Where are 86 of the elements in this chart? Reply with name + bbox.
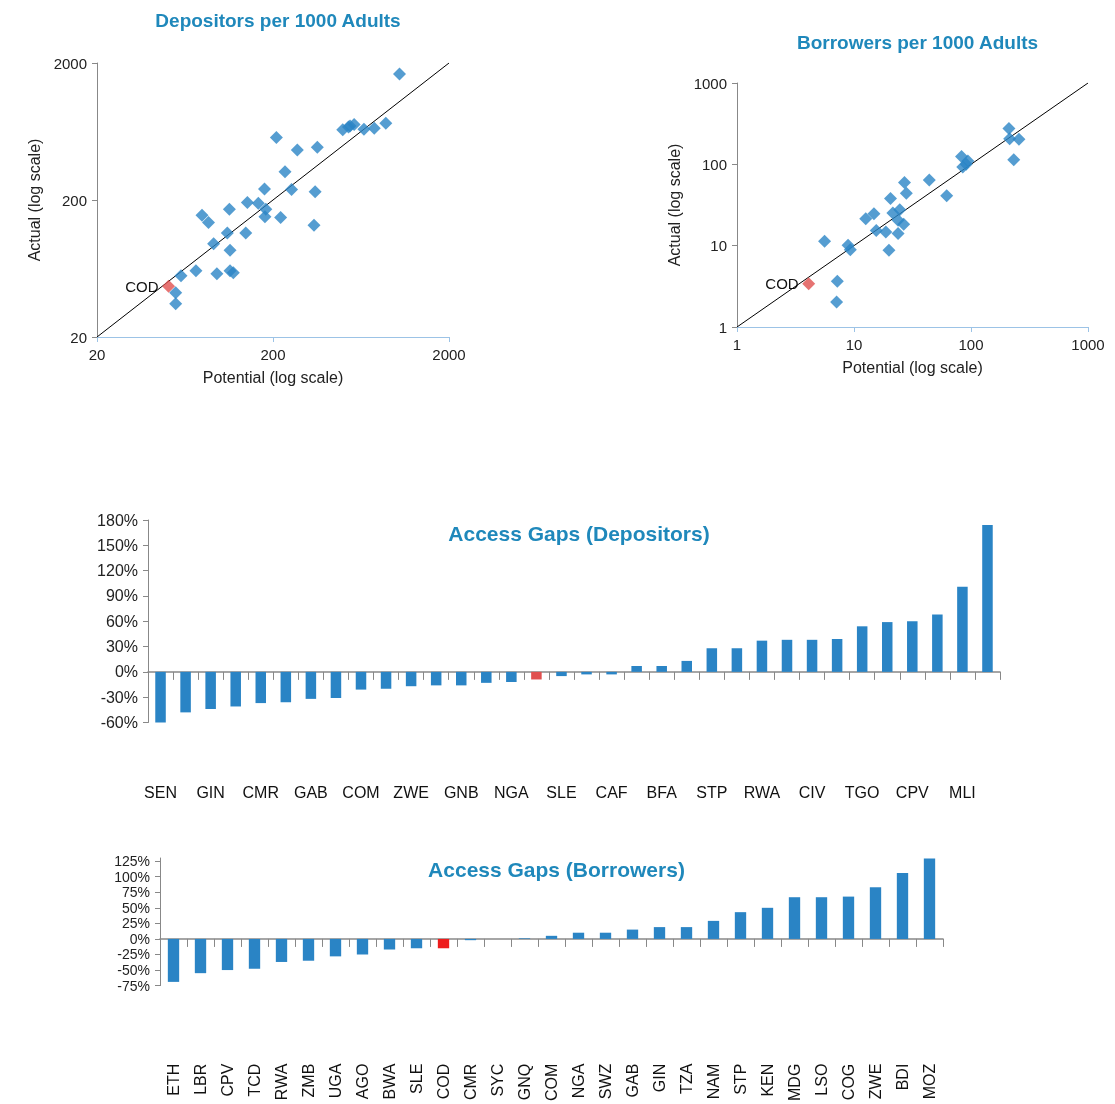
- y-tick-label: 1: [718, 318, 727, 336]
- x-tick-label: NGA: [570, 1063, 587, 1099]
- x-tick-label: SWZ: [597, 1063, 614, 1100]
- y-tick-label: 50%: [121, 899, 150, 916]
- x-tick-label: LSO: [813, 1063, 830, 1096]
- x-tick-label: GNB: [443, 783, 479, 801]
- x-tick-label: BWA: [381, 1063, 398, 1100]
- x-axis-title: Potential (log scale): [202, 368, 344, 386]
- x-tick-label: SLE: [408, 1063, 425, 1094]
- chart-title: Access Gaps (Depositors): [448, 522, 710, 545]
- x-tick-label: CMR: [462, 1063, 479, 1101]
- x-tick-label: BFA: [646, 783, 678, 801]
- x-tick-label: ZMB: [300, 1063, 317, 1098]
- x-tick-label: 10: [845, 336, 863, 353]
- x-tick-label: TGO: [844, 783, 880, 801]
- y-tick-label: 125%: [114, 853, 150, 870]
- x-tick-label: COG: [840, 1063, 857, 1101]
- y-tick-label: 30%: [105, 638, 138, 656]
- y-tick-label: 25%: [121, 915, 150, 932]
- y-tick-label: 120%: [97, 562, 138, 580]
- chart-title: Borrowers per 1000 Adults: [796, 32, 1039, 53]
- annotation: COD: [125, 277, 159, 295]
- y-tick-label: -60%: [100, 714, 138, 731]
- x-tick-label: CIV: [798, 783, 826, 801]
- x-tick-label: ZWE: [393, 783, 429, 801]
- x-tick-label: SYC: [489, 1063, 506, 1097]
- y-tick-label: 0%: [129, 930, 150, 947]
- x-tick-label: CMR: [242, 783, 279, 801]
- x-tick-label: GAB: [293, 783, 328, 801]
- x-axis-title: Potential (log scale): [842, 358, 983, 376]
- x-tick-label: 2000: [432, 346, 466, 363]
- x-tick-label: RWA: [273, 1063, 290, 1101]
- x-tick-label: SLE: [546, 783, 577, 801]
- y-tick-label: -75%: [117, 977, 150, 994]
- x-tick-label: CPV: [219, 1063, 236, 1097]
- y-tick-label: 100%: [114, 868, 150, 885]
- y-axis-title: Actual (log scale): [666, 143, 684, 267]
- y-tick-label: 90%: [105, 587, 138, 605]
- y-tick-label: 60%: [105, 612, 138, 630]
- x-tick-label: MDG: [786, 1063, 803, 1101]
- x-tick-label: COM: [543, 1063, 560, 1101]
- y-tick-label: 10: [710, 237, 727, 255]
- x-tick-label: STP: [696, 783, 728, 801]
- x-tick-label: STP: [732, 1063, 749, 1095]
- x-tick-label: UGA: [327, 1063, 344, 1099]
- x-tick-label: MLI: [949, 783, 976, 801]
- x-tick-label: TZA: [678, 1063, 695, 1094]
- x-tick-label: GIN: [651, 1063, 668, 1093]
- x-tick-label: KEN: [759, 1063, 776, 1097]
- x-tick-label: RWA: [743, 783, 781, 801]
- x-tick-label: 200: [260, 346, 286, 363]
- y-axis-title: Actual (log scale): [26, 138, 44, 262]
- x-tick-label: SEN: [144, 783, 177, 801]
- y-tick-label: 1000: [693, 74, 727, 92]
- annotation: COD: [765, 275, 799, 293]
- y-tick-label: -50%: [117, 962, 150, 979]
- x-tick-label: GIN: [196, 783, 225, 801]
- y-tick-label: 100: [701, 155, 727, 173]
- y-tick-label: 75%: [121, 884, 150, 901]
- x-tick-label: CAF: [595, 783, 628, 801]
- x-tick-label: ETH: [165, 1063, 182, 1096]
- x-tick-label: COM: [342, 783, 380, 801]
- x-tick-label: NGA: [494, 783, 530, 801]
- y-tick-label: -25%: [117, 946, 150, 963]
- x-tick-label: COD: [435, 1063, 452, 1100]
- x-tick-label: GAB: [624, 1063, 641, 1098]
- x-tick-label: ZWE: [867, 1063, 884, 1100]
- y-tick-label: 0%: [114, 663, 138, 681]
- x-tick-label: 1000: [1071, 336, 1105, 353]
- x-tick-label: 100: [958, 336, 984, 353]
- x-tick-label: TCD: [246, 1063, 263, 1097]
- x-tick-label: NAM: [705, 1063, 722, 1100]
- y-tick-label: 150%: [97, 536, 138, 554]
- x-tick-label: AGO: [354, 1063, 371, 1100]
- x-tick-label: 1: [732, 336, 742, 353]
- chart-title: Access Gaps (Borrowers): [428, 858, 685, 881]
- y-tick-label: 2000: [53, 54, 87, 72]
- chart-title: Depositors per 1000 Adults: [155, 10, 401, 31]
- y-tick-label: 180%: [97, 511, 138, 529]
- y-tick-label: 200: [61, 191, 87, 209]
- x-tick-label: CPV: [895, 783, 930, 801]
- x-tick-label: MOZ: [921, 1063, 938, 1100]
- x-tick-label: GNQ: [516, 1063, 533, 1101]
- y-tick-label: -30%: [100, 688, 138, 706]
- x-tick-label: LBR: [192, 1063, 209, 1095]
- x-tick-label: BDI: [894, 1063, 911, 1091]
